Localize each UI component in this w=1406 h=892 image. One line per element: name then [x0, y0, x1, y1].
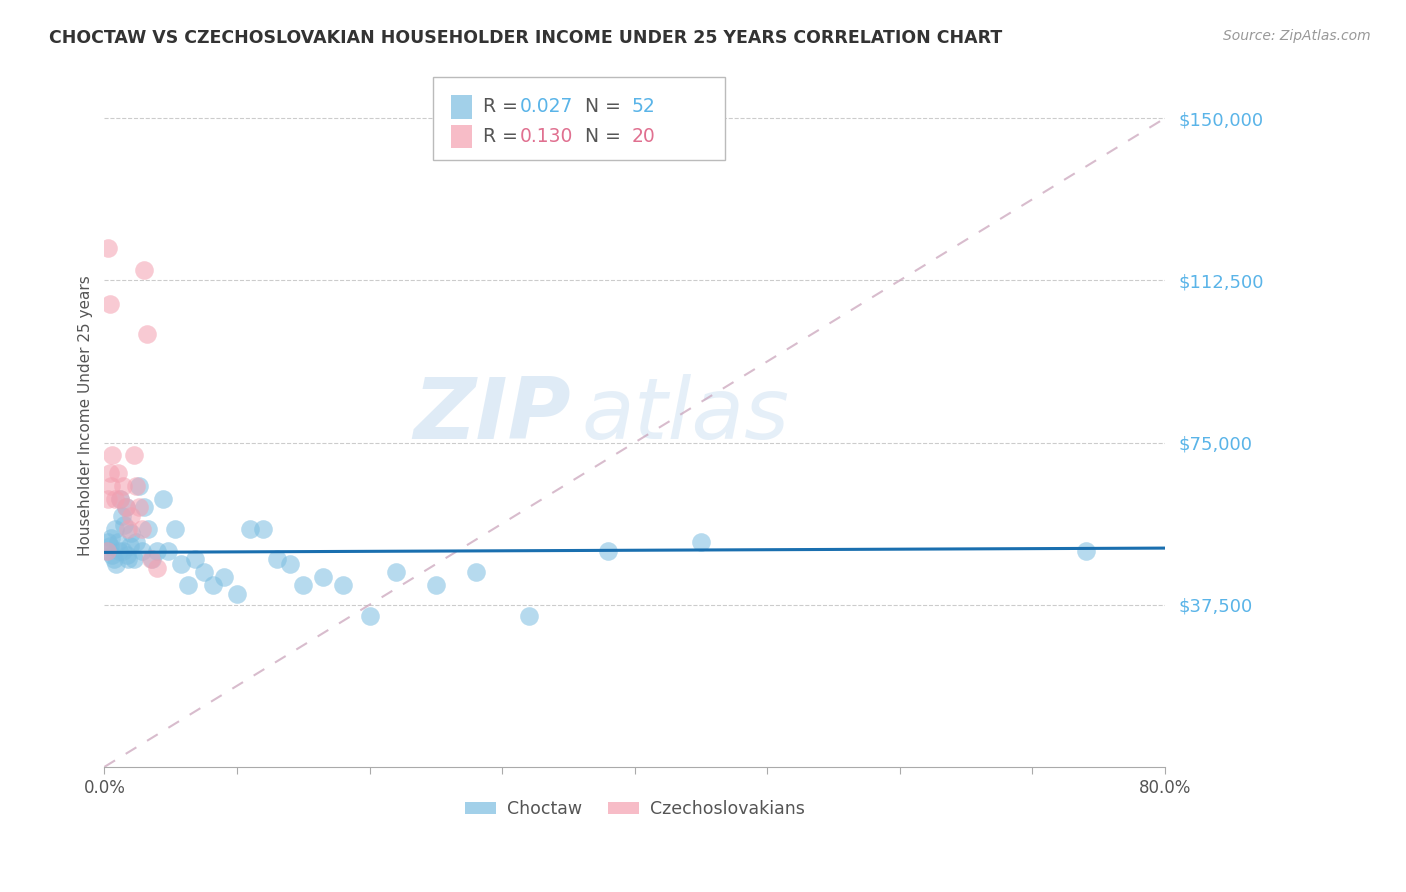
FancyBboxPatch shape	[451, 95, 472, 119]
Legend: Choctaw, Czechoslovakians: Choctaw, Czechoslovakians	[458, 793, 811, 825]
Point	[125, 479, 148, 493]
Text: atlas: atlas	[582, 374, 790, 457]
Point	[112, 517, 135, 532]
Point	[117, 522, 139, 536]
Text: N =: N =	[574, 97, 627, 117]
Point	[598, 543, 620, 558]
Point	[146, 561, 169, 575]
Point	[332, 578, 354, 592]
Point	[202, 578, 225, 592]
Point	[98, 539, 121, 553]
Point	[103, 552, 125, 566]
Point	[170, 557, 193, 571]
Point	[111, 543, 134, 558]
Point	[110, 509, 132, 524]
Point	[134, 262, 156, 277]
Point	[425, 578, 447, 592]
Point	[134, 500, 156, 515]
Point	[152, 491, 174, 506]
Point	[114, 500, 136, 515]
Point	[226, 587, 249, 601]
Point	[163, 522, 186, 536]
Point	[141, 552, 163, 566]
Point	[107, 535, 129, 549]
Point	[107, 466, 129, 480]
Point	[139, 552, 162, 566]
Point	[252, 522, 274, 536]
Text: R =: R =	[484, 97, 524, 117]
Point	[136, 522, 159, 536]
Point	[292, 578, 315, 592]
Point	[266, 552, 288, 566]
Text: 0.027: 0.027	[520, 97, 574, 117]
Point	[97, 491, 120, 506]
Point	[128, 500, 150, 515]
Point	[98, 466, 121, 480]
Point	[97, 241, 120, 255]
Point	[105, 557, 128, 571]
Point	[135, 327, 157, 342]
Point	[117, 552, 139, 566]
Text: 0.130: 0.130	[520, 127, 574, 146]
Point	[110, 491, 132, 506]
Point	[96, 543, 118, 558]
Point	[115, 548, 138, 562]
Point	[278, 557, 301, 571]
Point	[98, 297, 121, 311]
Point	[239, 522, 262, 536]
Point	[128, 479, 150, 493]
Text: 20: 20	[631, 127, 655, 146]
Point	[118, 539, 141, 553]
Point	[122, 449, 145, 463]
Point	[101, 548, 124, 562]
Y-axis label: Householder Income Under 25 years: Householder Income Under 25 years	[79, 275, 93, 556]
Text: R =: R =	[484, 127, 524, 146]
Point	[183, 552, 205, 566]
Point	[193, 566, 215, 580]
Point	[131, 522, 153, 536]
Point	[157, 543, 180, 558]
Point	[212, 569, 235, 583]
Point	[125, 535, 148, 549]
Text: ZIP: ZIP	[413, 374, 571, 457]
Text: 52: 52	[631, 97, 655, 117]
Point	[359, 608, 381, 623]
Point	[100, 479, 122, 493]
Point	[385, 566, 408, 580]
Point	[131, 543, 153, 558]
Point	[96, 543, 118, 558]
FancyBboxPatch shape	[433, 78, 725, 161]
Point	[97, 535, 120, 549]
Point	[517, 608, 540, 623]
Point	[177, 578, 200, 592]
Text: Source: ZipAtlas.com: Source: ZipAtlas.com	[1223, 29, 1371, 43]
Point	[690, 535, 713, 549]
Point	[108, 543, 131, 558]
Point	[111, 479, 134, 493]
Point	[120, 526, 142, 541]
Point	[101, 449, 124, 463]
Point	[146, 543, 169, 558]
Point	[120, 509, 142, 524]
Text: CHOCTAW VS CZECHOSLOVAKIAN HOUSEHOLDER INCOME UNDER 25 YEARS CORRELATION CHART: CHOCTAW VS CZECHOSLOVAKIAN HOUSEHOLDER I…	[49, 29, 1002, 46]
Point	[104, 491, 127, 506]
Point	[122, 552, 145, 566]
Point	[312, 569, 335, 583]
Text: N =: N =	[574, 127, 627, 146]
Point	[110, 491, 132, 506]
FancyBboxPatch shape	[451, 125, 472, 148]
Point	[104, 522, 127, 536]
Point	[114, 500, 136, 515]
Point	[1074, 543, 1097, 558]
Point	[100, 531, 122, 545]
Point	[464, 566, 486, 580]
